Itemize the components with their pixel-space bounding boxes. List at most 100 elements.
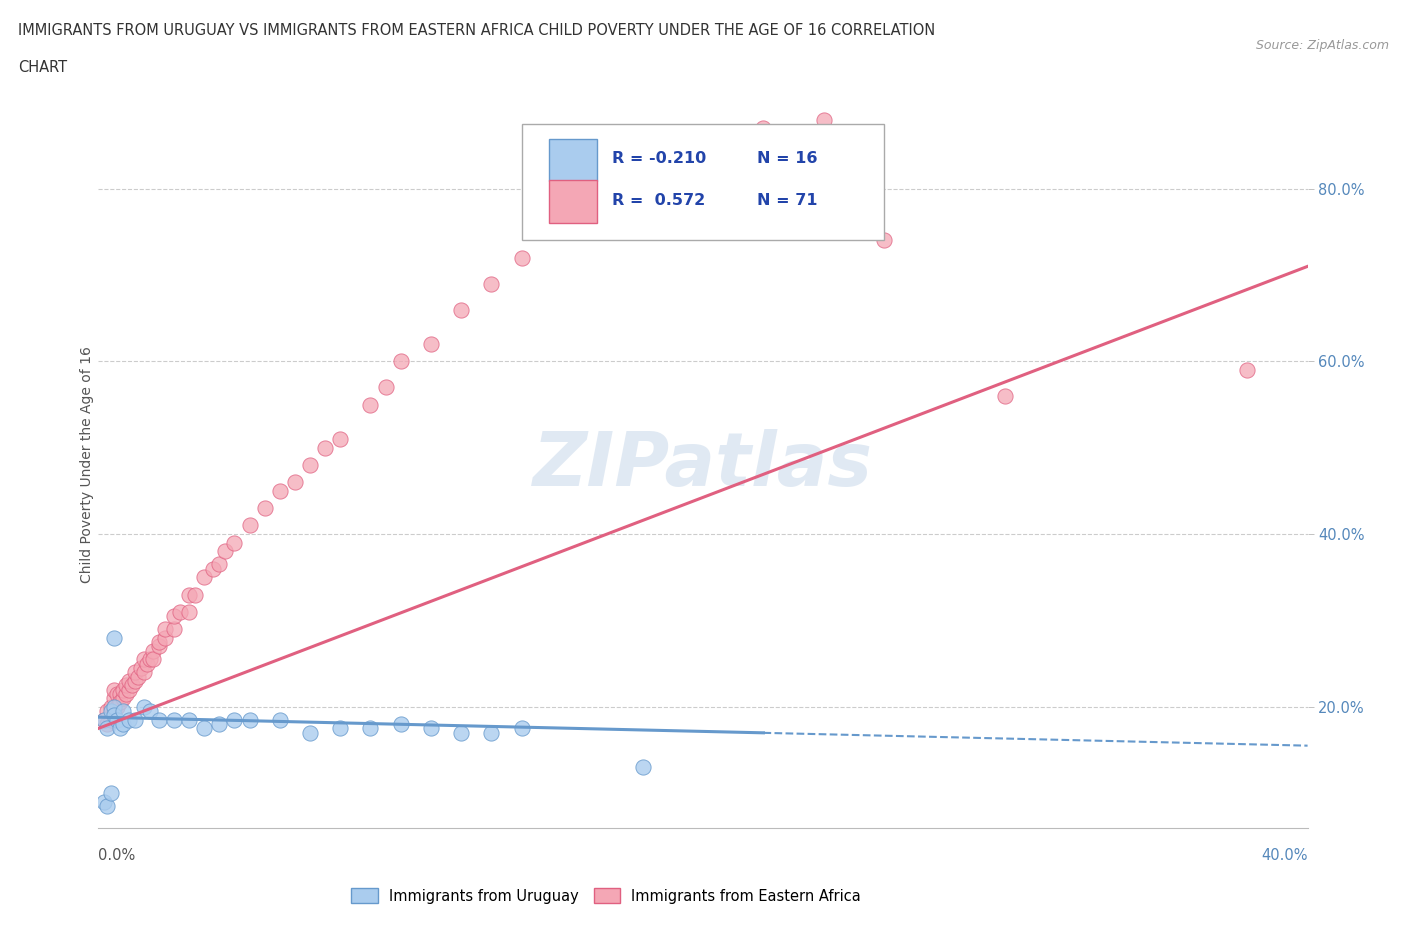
Point (124, 665, 146, 680)
Point (177, 587, 201, 602)
Point (118, 673, 141, 688)
Point (103, 682, 125, 697)
Point (132, 699, 155, 714)
Point (661, 155, 683, 170)
Text: N = 71: N = 71 (758, 193, 818, 207)
Point (510, 721, 533, 736)
Point (374, 379, 396, 394)
Point (127, 670, 149, 684)
Point (208, 557, 231, 572)
Text: CHART: CHART (18, 60, 67, 75)
Point (202, 561, 225, 576)
Point (108, 686, 131, 701)
Point (148, 712, 170, 727)
Text: N = 16: N = 16 (758, 151, 818, 166)
Point (571, 216, 593, 231)
Point (450, 725, 472, 740)
Point (481, 725, 503, 740)
Point (314, 440, 336, 455)
Point (111, 704, 134, 719)
Point (93, 712, 115, 727)
FancyBboxPatch shape (522, 124, 884, 240)
Point (193, 570, 215, 585)
Point (96, 799, 118, 814)
Point (103, 704, 125, 719)
Point (299, 458, 322, 472)
Point (103, 631, 125, 645)
Point (269, 484, 291, 498)
Text: 40.0%: 40.0% (1261, 848, 1308, 863)
Point (153, 631, 176, 645)
Point (602, 198, 624, 213)
Point (269, 712, 291, 727)
Point (329, 432, 352, 446)
Point (616, 190, 638, 205)
Point (100, 786, 122, 801)
Point (148, 639, 170, 654)
Point (253, 500, 276, 515)
Point (132, 665, 155, 680)
Point (419, 337, 441, 352)
Point (873, 233, 896, 248)
Point (163, 621, 186, 636)
Point (142, 652, 165, 667)
Point (284, 475, 307, 490)
Text: R = -0.210: R = -0.210 (612, 151, 707, 166)
Point (239, 712, 262, 727)
Point (389, 717, 412, 732)
Point (132, 652, 155, 667)
Point (139, 652, 162, 667)
Point (721, 129, 744, 144)
Point (163, 609, 186, 624)
Point (124, 673, 146, 688)
Point (93, 794, 115, 809)
Point (214, 544, 236, 559)
Point (692, 147, 714, 162)
Point (540, 224, 562, 239)
Point (148, 634, 170, 649)
Point (108, 721, 131, 736)
Point (103, 691, 125, 706)
Point (360, 397, 382, 412)
Point (169, 604, 191, 619)
Text: ZIPatlas: ZIPatlas (533, 429, 873, 501)
Point (224, 536, 246, 551)
Point (103, 708, 125, 723)
Point (481, 276, 503, 291)
Point (389, 354, 412, 369)
Point (177, 604, 201, 619)
Point (153, 621, 176, 636)
Legend: Immigrants from Uruguay, Immigrants from Eastern Africa: Immigrants from Uruguay, Immigrants from… (352, 888, 862, 904)
Point (239, 518, 262, 533)
Point (96, 721, 118, 736)
Point (135, 657, 157, 671)
Point (105, 699, 128, 714)
Point (105, 686, 128, 701)
Point (93, 712, 115, 727)
Point (124, 712, 146, 727)
Point (111, 682, 134, 697)
FancyBboxPatch shape (550, 139, 596, 181)
Point (118, 712, 141, 727)
Point (224, 712, 246, 727)
Point (118, 682, 141, 697)
Point (100, 712, 122, 727)
Point (1236, 363, 1258, 378)
Point (299, 725, 322, 740)
Point (111, 691, 134, 706)
Point (177, 712, 201, 727)
Point (96, 704, 118, 719)
Point (450, 302, 472, 317)
Point (631, 760, 654, 775)
Point (647, 173, 669, 188)
Point (114, 686, 136, 701)
Text: IMMIGRANTS FROM URUGUAY VS IMMIGRANTS FROM EASTERN AFRICA CHILD POVERTY UNDER TH: IMMIGRANTS FROM URUGUAY VS IMMIGRANTS FR… (18, 23, 935, 38)
Point (100, 699, 122, 714)
Point (419, 721, 441, 736)
Point (111, 717, 134, 732)
Point (510, 250, 533, 265)
Text: R =  0.572: R = 0.572 (612, 193, 706, 207)
Point (329, 721, 352, 736)
Point (121, 678, 143, 693)
Point (163, 712, 186, 727)
